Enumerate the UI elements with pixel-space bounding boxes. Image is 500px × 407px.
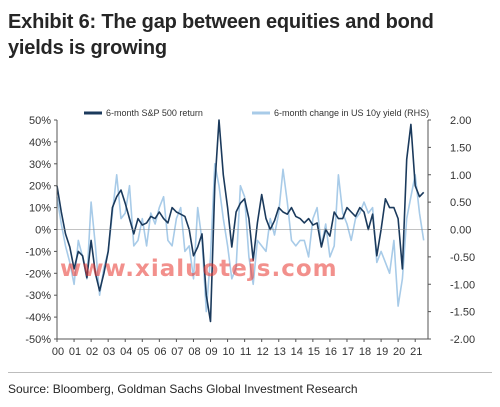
x-tick-label: 06 [154,346,166,358]
legend-label-sp500: 6-month S&P 500 return [106,108,203,118]
left-tick-label: 50% [29,115,51,127]
x-tick-label: 16 [325,346,337,358]
series-layer [56,119,425,323]
chart-title: Exhibit 6: The gap between equities and … [8,11,434,59]
x-tick-label: 11 [240,346,251,358]
left-tick-label: 30% [29,159,51,171]
left-tick-label: 40% [29,137,51,149]
right-tick-label: -1.50 [450,307,475,319]
x-tick-label: 09 [205,346,217,358]
x-tick-label: 12 [257,346,269,358]
left-tick-label: -40% [25,312,51,324]
right-tick-label: -1.00 [450,279,475,291]
series-line-sp500 [56,119,425,323]
left-tick-label: -50% [25,334,51,346]
legend-label-us10y: 6-month change in US 10y yield (RHS) [274,108,429,118]
left-tick-label: 10% [29,203,51,215]
right-tick-label: 1.00 [450,170,471,182]
series-line-us10y [56,163,425,313]
x-tick-label: 07 [171,346,183,358]
x-tick-label: 18 [359,346,371,358]
x-tick-label: 21 [410,346,422,358]
source-divider [8,372,492,373]
left-tick-label: -10% [25,246,51,258]
x-tick-label: 03 [103,346,115,358]
right-tick-label: -2.00 [450,334,475,346]
x-tick-label: 05 [137,346,149,358]
source-note: Source: Bloomberg, Goldman Sachs Global … [8,382,358,396]
right-tick-label: 0.00 [450,225,471,237]
right-tick-label: 0.50 [450,197,471,209]
left-tick-label: -30% [25,290,51,302]
x-tick-label: 13 [274,346,286,358]
x-tick-label: 00 [52,346,64,358]
x-tick-label: 02 [86,346,98,358]
left-tick-label: 20% [29,181,51,193]
right-tick-label: 1.50 [450,142,471,154]
right-tick-label: 2.00 [450,115,471,127]
x-tick-label: 08 [188,346,200,358]
x-tick-label: 20 [393,346,405,358]
x-tick-label: 14 [291,346,303,358]
x-tick-label: 17 [342,346,354,358]
axis-layer: 50% 40% 30% 20% 10% 0% -10% -20% -30% -40% -50% 2.0… [25,115,475,358]
x-tick-label: 10 [222,346,234,358]
x-tick-label: 15 [308,346,320,358]
left-tick-label: -20% [25,268,51,280]
x-tick-label: 01 [69,346,81,358]
chart-legend: 6-month S&P 500 return 6-month change in… [84,108,429,118]
x-tick-label: 04 [120,346,132,358]
watermark-text: www.xialuotejs.com [60,256,338,282]
right-tick-label: -0.50 [450,252,475,264]
left-tick-label: 0% [35,225,51,237]
x-tick-label: 19 [376,346,388,358]
